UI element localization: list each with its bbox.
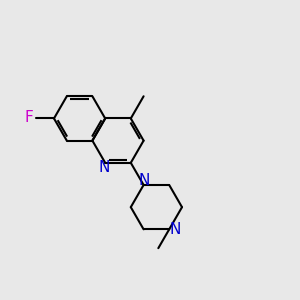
Text: N: N	[169, 222, 181, 237]
Text: F: F	[25, 110, 33, 125]
Text: N: N	[138, 173, 150, 188]
Text: N: N	[98, 160, 110, 175]
